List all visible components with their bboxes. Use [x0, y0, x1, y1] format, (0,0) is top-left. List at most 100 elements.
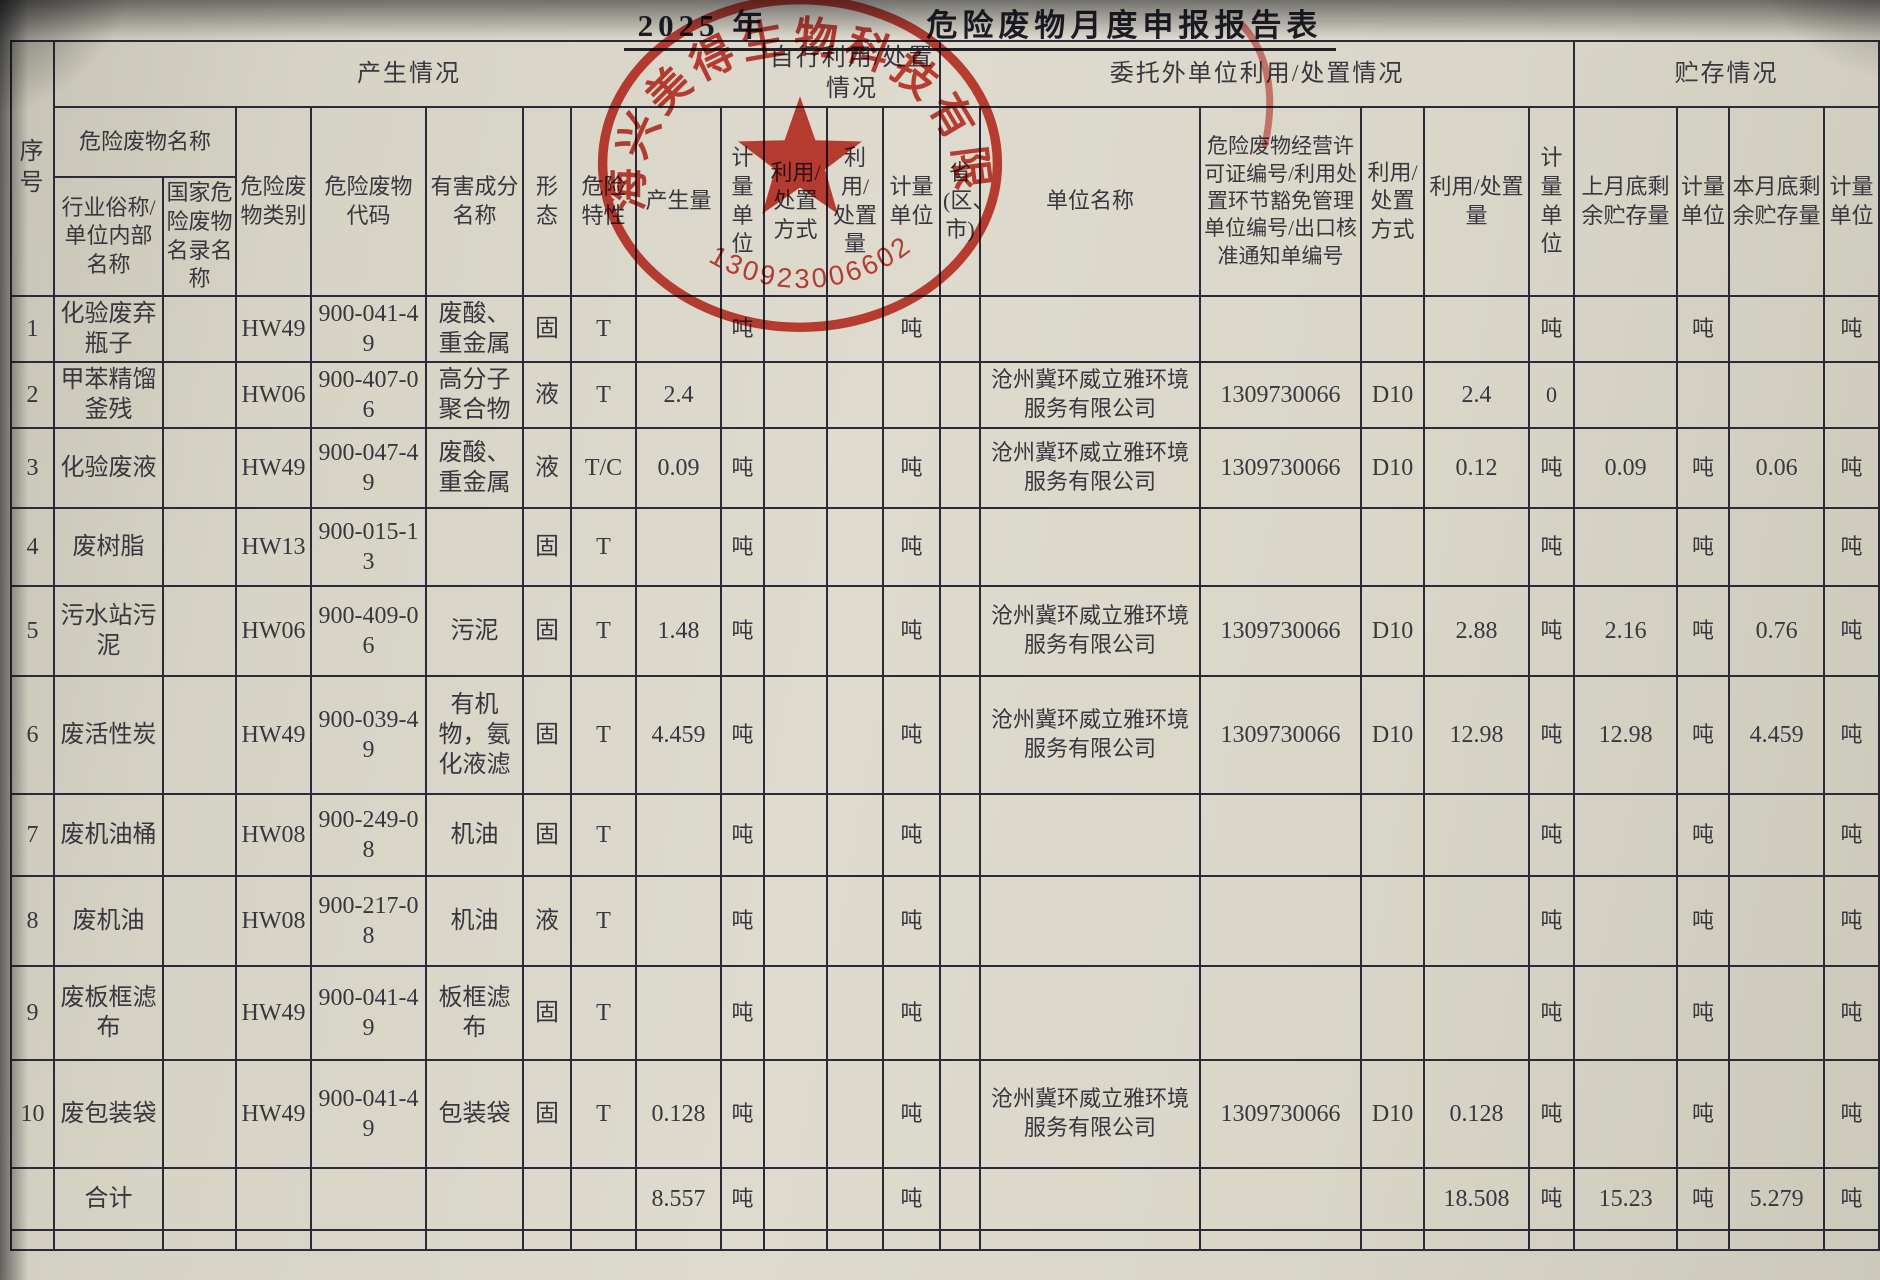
table-cell: [826, 294, 885, 363]
table-cell: 吨: [1823, 874, 1880, 967]
table-cell: [162, 1166, 237, 1231]
table-cell: [1728, 1058, 1826, 1169]
table-cell: [939, 584, 982, 677]
table-cell: 吨: [1823, 584, 1880, 677]
table-cell: T: [570, 506, 637, 587]
table-cell: 固: [522, 964, 572, 1061]
table-cell: [826, 360, 885, 429]
table-cell: [763, 506, 829, 587]
table-cell: 吨: [719, 426, 766, 509]
table-cell: 吨: [1528, 1058, 1576, 1169]
table-cell: 吨: [719, 506, 766, 587]
table-cell: 900-041-49: [310, 294, 427, 363]
table-cell: [425, 1228, 524, 1251]
table-cell: 4: [10, 506, 55, 587]
table-cell: 液: [522, 360, 572, 429]
table-cell: 高分子聚合物: [425, 360, 524, 429]
header-cell: 贮存情况: [1573, 39, 1880, 109]
table-cell: 12.98: [1573, 674, 1679, 795]
partial-row: [10, 1228, 1880, 1251]
table-cell: [1199, 1166, 1363, 1231]
table-cell: 吨: [1528, 506, 1576, 587]
table-cell: D10: [1360, 360, 1426, 429]
table-cell: 吨: [1528, 964, 1576, 1061]
table-cell: HW49: [235, 1058, 312, 1169]
table-cell: 0.128: [1423, 1058, 1531, 1169]
table-cell: 吨: [1676, 294, 1731, 363]
table-cell: 吨: [1676, 674, 1731, 795]
report-title: 2025 年 危险废物月度申报报告表: [560, 0, 1400, 51]
table-cell: D10: [1360, 584, 1426, 677]
table-cell: [763, 874, 829, 967]
table-cell: [1360, 1228, 1426, 1251]
table-cell: [1360, 792, 1426, 877]
table-cell: [826, 674, 885, 795]
header-cell: 利用/处置量: [1423, 106, 1531, 297]
table-cell: 0.12: [1423, 426, 1531, 509]
table-cell: T: [570, 294, 637, 363]
table-cell: 吨: [882, 674, 942, 795]
table-cell: 吨: [882, 506, 942, 587]
table-cell: [826, 874, 885, 967]
table-cell: 0.128: [635, 1058, 722, 1169]
table-cell: 9: [10, 964, 55, 1061]
table-cell: 吨: [1676, 874, 1731, 967]
table-cell: [979, 1166, 1202, 1231]
table-cell: 吨: [882, 294, 942, 363]
table-cell: [939, 294, 982, 363]
table-cell: [162, 360, 237, 429]
header-cell: 国家危险废物名录名称: [162, 176, 237, 297]
header-cell: 计量单位: [882, 106, 942, 297]
table-cell: 沧州冀环威立雅环境服务有限公司: [979, 674, 1202, 795]
hazardous-waste-report-table: 序号 产生情况 自行利用/处置情况 委托外单位利用/处置情况 贮存情况 危险废物名称 危险废…: [10, 39, 1880, 1251]
table-cell: 吨: [1823, 964, 1880, 1061]
table-cell: 0: [1528, 360, 1576, 429]
table-cell: [826, 964, 885, 1061]
table-cell: T: [570, 874, 637, 967]
table-cell: HW08: [235, 874, 312, 967]
table-cell: [979, 964, 1202, 1061]
table-cell: 板框滤布: [425, 964, 524, 1061]
header-cell: 利用/处置方式: [1360, 106, 1426, 297]
table-cell: 吨: [719, 792, 766, 877]
table-cell: [235, 1166, 312, 1231]
table-cell: [1573, 1228, 1679, 1251]
table-cell: [939, 360, 982, 429]
table-cell: [10, 1228, 55, 1251]
table-cell: [719, 1228, 766, 1251]
table-cell: 18.508: [1423, 1166, 1531, 1231]
table-cell: 5.279: [1728, 1166, 1826, 1231]
table-cell: [235, 1228, 312, 1251]
table-cell: HW49: [235, 426, 312, 509]
table-cell: 吨: [1676, 584, 1731, 677]
table-cell: 吨: [1676, 1058, 1731, 1169]
table-cell: 1.48: [635, 584, 722, 677]
table-cell: [1823, 1228, 1880, 1251]
table-cell: 吨: [1528, 426, 1576, 509]
table-cell: 固: [522, 792, 572, 877]
table-cell: 900-041-49: [310, 1058, 427, 1169]
table-cell: [162, 1228, 237, 1251]
table-cell: [826, 1228, 885, 1251]
table-cell: 0.06: [1728, 426, 1826, 509]
table-cell: 吨: [719, 674, 766, 795]
table-cell: 吨: [882, 792, 942, 877]
table-cell: [1676, 360, 1731, 429]
table-cell: 吨: [1676, 1166, 1731, 1231]
table-cell: [719, 360, 766, 429]
table-cell: [1573, 964, 1679, 1061]
table-cell: HW49: [235, 964, 312, 1061]
header-cell: 计量单位: [1528, 106, 1576, 297]
table-cell: 吨: [1528, 874, 1576, 967]
table-cell: 化验废弃瓶子: [53, 294, 164, 363]
table-cell: [1728, 792, 1826, 877]
table-cell: 甲苯精馏釜残: [53, 360, 164, 429]
table-row: 1 化验废弃瓶子 HW49 900-041-49 废酸、重金属固 T 吨 吨 吨 吨 吨: [10, 294, 1880, 363]
table-cell: 固: [522, 584, 572, 677]
table-cell: 1309730066: [1199, 1058, 1363, 1169]
table-cell: 吨: [1528, 1166, 1576, 1231]
table-cell: [1360, 964, 1426, 1061]
table-cell: [939, 426, 982, 509]
table-cell: 液: [522, 874, 572, 967]
